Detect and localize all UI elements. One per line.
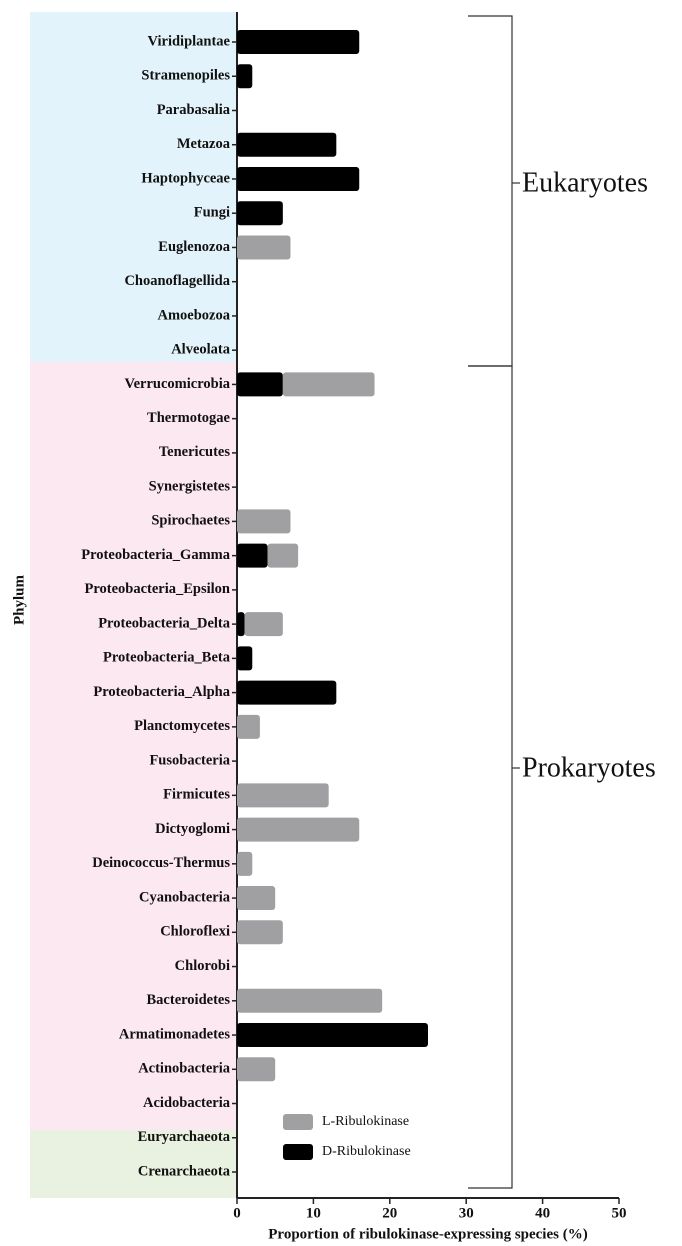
archaea-band [30, 1130, 237, 1198]
bar [237, 817, 360, 842]
x-tick-label: 50 [612, 1205, 627, 1221]
y-tick-label: Metazoa [177, 136, 231, 152]
brackets [468, 15, 520, 1189]
bar [282, 372, 375, 397]
y-tick-label: Proteobacteria_Beta [103, 650, 231, 666]
annotation: Prokaryotes [522, 752, 656, 783]
bar [237, 646, 253, 671]
bar [237, 372, 283, 397]
y-tick-label: Viridiplantae [148, 33, 231, 49]
bar [237, 886, 276, 911]
bar [237, 132, 337, 157]
y-tick-label: Firmicutes [163, 787, 230, 803]
y-tick-label: Chloroflexi [160, 924, 230, 940]
y-tick-label: Parabasalia [157, 102, 231, 118]
x-tick-label: 10 [306, 1205, 321, 1221]
bar [267, 543, 299, 568]
legend-label: D-Ribulokinase [322, 1144, 411, 1159]
y-tick-label: Alveolata [171, 342, 231, 358]
y-tick-label: Euglenozoa [158, 239, 230, 255]
y-tick-label: Verrucomicrobia [124, 376, 230, 392]
bar [244, 612, 283, 637]
y-tick-label: Tenericutes [159, 444, 231, 460]
prokaryote-band [30, 362, 237, 1130]
y-tick-label: Deinococcus-Thermus [92, 855, 230, 871]
bar [237, 166, 360, 191]
y-tick-label: Crenarchaeota [138, 1163, 231, 1179]
y-tick-label: Amoebozoa [158, 307, 231, 323]
eukaryote-band [30, 12, 237, 362]
x-tick-label: 30 [459, 1205, 474, 1221]
bar [237, 543, 268, 568]
y-tick-label: Cyanobacteria [139, 889, 231, 905]
y-tick-label: Haptophyceae [141, 170, 230, 186]
y-tick-label: Armatimonadetes [119, 1026, 231, 1042]
y-tick-label: Spirochaetes [151, 513, 230, 529]
y-tick-label: Proteobacteria_Epsilon [84, 581, 230, 597]
y-tick-label: Synergistetes [149, 478, 231, 494]
x-tick-label: 20 [382, 1205, 397, 1221]
y-tick-label: Planctomycetes [134, 718, 230, 734]
eukaryote-bracket [468, 15, 513, 367]
y-tick-label: Chlorobi [175, 958, 230, 974]
y-tick-label: Proteobacteria_Gamma [81, 547, 230, 563]
bar [237, 851, 253, 876]
x-tick-label: 40 [535, 1205, 550, 1221]
y-tick-label: Proteobacteria_Delta [98, 615, 231, 631]
y-tick-label: Stramenopiles [141, 68, 230, 84]
bar [237, 1057, 276, 1082]
legend-swatch [283, 1144, 313, 1160]
y-tick-label: Euryarchaeota [138, 1129, 231, 1145]
bar [237, 64, 253, 89]
y-tick-label: Thermotogae [147, 410, 231, 426]
bar [237, 1023, 428, 1048]
bar [237, 783, 329, 808]
y-tick-label: Bacteroidetes [147, 992, 231, 1008]
legend-swatch [283, 1114, 313, 1130]
bar [237, 201, 283, 226]
y-tick-label: Acidobacteria [143, 1095, 231, 1111]
x-tick-label: 0 [233, 1205, 241, 1221]
annotation: Eukaryotes [522, 167, 648, 198]
y-tick-label: Dictyoglomi [155, 821, 230, 837]
bar [237, 988, 383, 1013]
y-tick-label: Proteobacteria_Alpha [93, 684, 230, 700]
bar [237, 612, 245, 637]
y-tick-label: Choanoflagellida [124, 273, 230, 289]
bar [237, 714, 260, 739]
legend-label: L-Ribulokinase [322, 1114, 409, 1129]
bar [237, 680, 337, 705]
x-axis-label: Proportion of ribulokinase-expressing sp… [268, 1226, 587, 1242]
y-axis-label: Phylum [11, 574, 27, 625]
prokaryote-bracket [468, 365, 513, 1189]
y-tick-label: Fungi [194, 205, 230, 221]
bar [237, 509, 291, 534]
bar [237, 920, 283, 945]
y-tick-label: Fusobacteria [149, 752, 230, 768]
y-tick-label: Actinobacteria [138, 1061, 231, 1077]
bar [237, 30, 360, 54]
bar [237, 235, 291, 260]
